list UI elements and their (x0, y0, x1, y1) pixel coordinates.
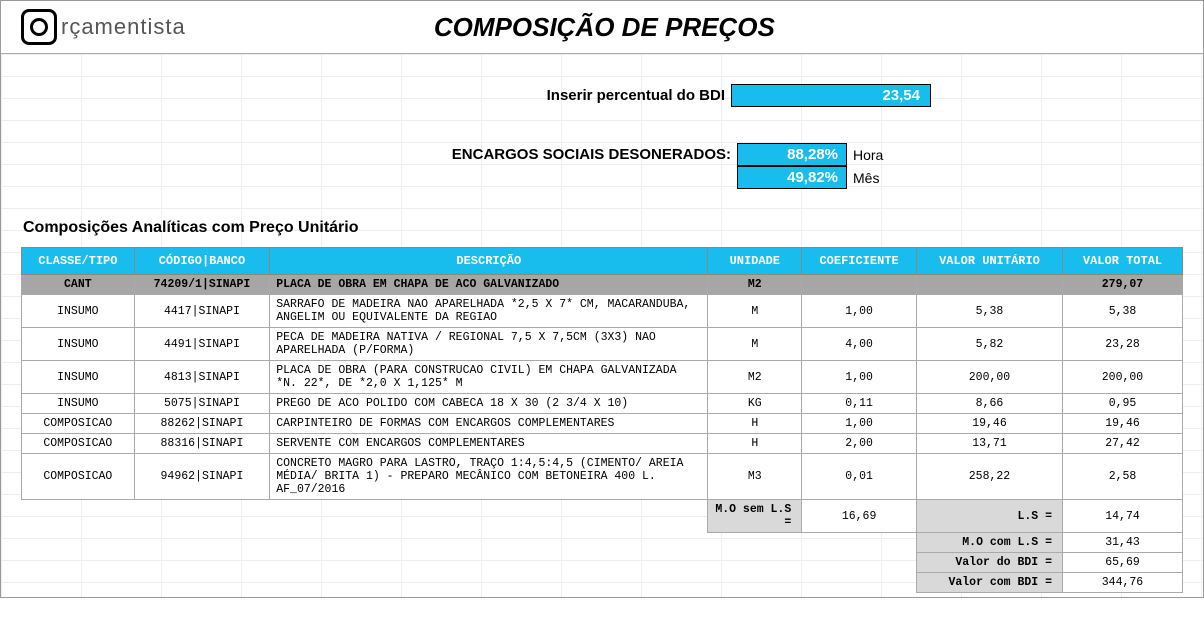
cell-coef: 1,00 (802, 414, 917, 434)
encargos-block: ENCARGOS SOCIAIS DESONERADOS: 88,28% Hor… (189, 143, 1183, 189)
summary-row: Valor com BDI =344,76 (22, 573, 1183, 593)
cell-classe: INSUMO (22, 295, 135, 328)
col-vu: VALOR UNITÁRIO (916, 248, 1062, 275)
encargos-mes-input[interactable]: 49,82% (737, 166, 847, 189)
summary-row: Valor do BDI =65,69 (22, 553, 1183, 573)
encargos-hora-input[interactable]: 88,28% (737, 143, 847, 166)
cell-codigo: 94962|SINAPI (134, 454, 270, 500)
summary-cell: 31,43 (1063, 533, 1183, 553)
cell-un: M (708, 295, 802, 328)
cell-un: H (708, 434, 802, 454)
summary-cell: 16,69 (802, 500, 917, 533)
cell-un: M3 (708, 454, 802, 500)
summary-cell: 344,76 (1063, 573, 1183, 593)
cell-codigo: 4491|SINAPI (134, 328, 270, 361)
cell-classe: COMPOSICAO (22, 434, 135, 454)
cell-classe: INSUMO (22, 361, 135, 394)
cell-un: KG (708, 394, 802, 414)
encargos-hora-unit: Hora (847, 147, 907, 163)
cell-vu: 258,22 (916, 454, 1062, 500)
content-area: Inserir percentual do BDI 23,54 ENCARGOS… (1, 54, 1203, 597)
summary-cell: L.S = (916, 500, 1062, 533)
table-row: COMPOSICAO88316|SINAPISERVENTE COM ENCAR… (22, 434, 1183, 454)
cell-un: M (708, 328, 802, 361)
summary-cell: Valor com BDI = (916, 573, 1062, 593)
col-codigo: CÓDIGO|BANCO (134, 248, 270, 275)
col-vt: VALOR TOTAL (1063, 248, 1183, 275)
cell-vt: 19,46 (1063, 414, 1183, 434)
cell-coef: 1,00 (802, 361, 917, 394)
cell-vu: 5,82 (916, 328, 1062, 361)
cell-coef: 1,00 (802, 295, 917, 328)
summary-cell: Valor do BDI = (916, 553, 1062, 573)
col-un: UNIDADE (708, 248, 802, 275)
composition-table: CLASSE/TIPO CÓDIGO|BANCO DESCRIÇÃO UNIDA… (21, 247, 1183, 593)
table-header-row: CLASSE/TIPO CÓDIGO|BANCO DESCRIÇÃO UNIDA… (22, 248, 1183, 275)
summary-row: M.O sem L.S =16,69L.S =14,74 (22, 500, 1183, 533)
cell-desc: PLACA DE OBRA (PARA CONSTRUCAO CIVIL) EM… (270, 361, 708, 394)
summary-cell: M.O sem L.S = (708, 500, 802, 533)
cell-vt: 5,38 (1063, 295, 1183, 328)
cell-vu: 5,38 (916, 295, 1062, 328)
cell-classe: COMPOSICAO (22, 414, 135, 434)
table-row: COMPOSICAO94962|SINAPICONCRETO MAGRO PAR… (22, 454, 1183, 500)
cell-vt: 23,28 (1063, 328, 1183, 361)
bdi-row: Inserir percentual do BDI 23,54 (301, 84, 1183, 107)
cell-codigo: 5075|SINAPI (134, 394, 270, 414)
logo-icon (21, 9, 57, 45)
table-row: INSUMO5075|SINAPIPREGO DE ACO POLIDO COM… (22, 394, 1183, 414)
encargos-mes-unit: Mês (847, 170, 907, 186)
table-main-row: CANT 74209/1|SINAPI PLACA DE OBRA EM CHA… (22, 275, 1183, 295)
summary-row: M.O com L.S =31,43 (22, 533, 1183, 553)
cell-vu: 19,46 (916, 414, 1062, 434)
bdi-input[interactable]: 23,54 (731, 84, 931, 107)
header: rçamentista COMPOSIÇÃO DE PREÇOS (1, 1, 1203, 54)
cell-desc: CARPINTEIRO DE FORMAS COM ENCARGOS COMPL… (270, 414, 708, 434)
encargos-label: ENCARGOS SOCIAIS DESONERADOS: (189, 146, 737, 163)
cell-codigo: 88316|SINAPI (134, 434, 270, 454)
cell-vu: 8,66 (916, 394, 1062, 414)
cell-coef: 0,01 (802, 454, 917, 500)
cell-codigo: 4417|SINAPI (134, 295, 270, 328)
brand-name: rçamentista (61, 14, 186, 40)
page-title: COMPOSIÇÃO DE PREÇOS (186, 12, 1023, 43)
cell-classe: COMPOSICAO (22, 454, 135, 500)
section-title: Composições Analíticas com Preço Unitári… (23, 219, 1183, 237)
cell-classe: INSUMO (22, 394, 135, 414)
cell-un: M2 (708, 361, 802, 394)
cell-coef: 0,11 (802, 394, 917, 414)
col-coef: COEFICIENTE (802, 248, 917, 275)
cell-desc: PECA DE MADEIRA NATIVA / REGIONAL 7,5 X … (270, 328, 708, 361)
cell-vu: 200,00 (916, 361, 1062, 394)
cell-desc: SERVENTE COM ENCARGOS COMPLEMENTARES (270, 434, 708, 454)
cell-vu: 13,71 (916, 434, 1062, 454)
cell-vt: 200,00 (1063, 361, 1183, 394)
summary-cell: 65,69 (1063, 553, 1183, 573)
cell-coef: 2,00 (802, 434, 917, 454)
table-row: COMPOSICAO88262|SINAPICARPINTEIRO DE FOR… (22, 414, 1183, 434)
cell-desc: PREGO DE ACO POLIDO COM CABECA 18 X 30 (… (270, 394, 708, 414)
col-desc: DESCRIÇÃO (270, 248, 708, 275)
cell-un: H (708, 414, 802, 434)
table-row: INSUMO4491|SINAPIPECA DE MADEIRA NATIVA … (22, 328, 1183, 361)
cell-codigo: 88262|SINAPI (134, 414, 270, 434)
cell-vt: 0,95 (1063, 394, 1183, 414)
cell-desc: CONCRETO MAGRO PARA LASTRO, TRAÇO 1:4,5:… (270, 454, 708, 500)
col-classe: CLASSE/TIPO (22, 248, 135, 275)
summary-cell: 14,74 (1063, 500, 1183, 533)
table-row: INSUMO4417|SINAPISARRAFO DE MADEIRA NAO … (22, 295, 1183, 328)
cell-vt: 2,58 (1063, 454, 1183, 500)
cell-classe: INSUMO (22, 328, 135, 361)
summary-cell: M.O com L.S = (916, 533, 1062, 553)
bdi-label: Inserir percentual do BDI (301, 87, 731, 104)
cell-vt: 27,42 (1063, 434, 1183, 454)
table-row: INSUMO4813|SINAPIPLACA DE OBRA (PARA CON… (22, 361, 1183, 394)
cell-coef: 4,00 (802, 328, 917, 361)
cell-codigo: 4813|SINAPI (134, 361, 270, 394)
page: rçamentista COMPOSIÇÃO DE PREÇOS Inserir… (0, 0, 1204, 598)
cell-desc: SARRAFO DE MADEIRA NAO APARELHADA *2,5 X… (270, 295, 708, 328)
